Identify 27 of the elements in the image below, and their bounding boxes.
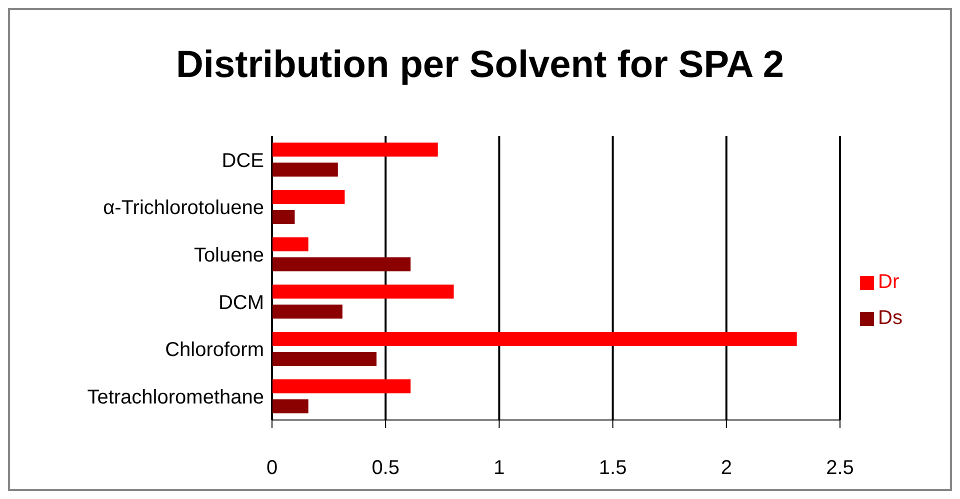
bar [272, 190, 345, 204]
x-tick-label: 1.5 [598, 457, 627, 480]
y-tick-label: DCM [218, 292, 264, 314]
bar [272, 257, 411, 272]
x-tick-label: 0.5 [372, 457, 400, 480]
legend-label: Ds [878, 307, 902, 329]
x-tick-label: 2.5 [826, 457, 854, 480]
bar [272, 352, 377, 366]
x-tick-label: 0 [266, 457, 278, 480]
bar [272, 332, 797, 346]
bar [272, 162, 338, 177]
y-tick-label: DCE [222, 150, 264, 172]
x-tick-label: 2 [720, 457, 732, 480]
legend-label: Dr [878, 271, 900, 293]
chart-title: Distribution per Solvent for SPA 2 [174, 44, 786, 87]
y-tick-label: Tetrachloromethane [87, 386, 264, 408]
bar [272, 237, 308, 252]
y-tick-label: Toluene [194, 244, 264, 266]
x-tick-label: 1 [494, 457, 505, 480]
bar [272, 304, 342, 319]
bar [272, 379, 411, 394]
y-tick-label: Chloroform [165, 339, 264, 362]
bar [272, 399, 308, 414]
bar [272, 142, 438, 157]
y-tick-label: α-Trichlorotoluene [103, 197, 264, 220]
bar [272, 210, 295, 224]
bar [272, 284, 454, 299]
